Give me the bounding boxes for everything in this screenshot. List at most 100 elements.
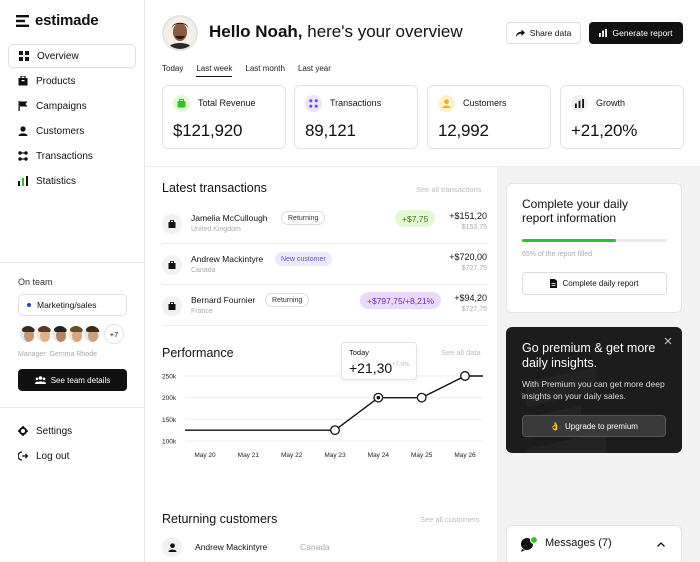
data-point[interactable]: [416, 392, 427, 403]
grid-icon: [19, 51, 29, 61]
chevron-up-icon[interactable]: [657, 542, 665, 547]
stat-card-revenue[interactable]: Total Revenue $121,920: [162, 85, 286, 149]
customer-name: Jamelia McCullough: [191, 213, 268, 223]
table-row[interactable]: Andrew Mackintyre Canada New customer +$…: [162, 247, 488, 285]
bar-chart-icon: [599, 29, 608, 37]
sidebar-item-settings[interactable]: Settings: [8, 419, 136, 443]
stat-card-transactions[interactable]: Transactions 89,121: [294, 85, 418, 149]
premium-title: Go premium & get more daily insights.: [522, 341, 656, 370]
team-label: On team: [18, 277, 53, 287]
avatar: [82, 324, 102, 344]
amount-subtotal: $153,75: [461, 224, 487, 231]
stat-label: Transactions: [330, 98, 382, 108]
stat-value: $121,920: [173, 121, 243, 140]
transactions-icon: [18, 151, 28, 161]
x-tick-label: May 21: [238, 452, 260, 459]
customer-tag: Returning: [265, 293, 310, 307]
sidebar-item-transactions[interactable]: Transactions: [8, 144, 136, 168]
data-point-highlight: [376, 395, 381, 400]
daily-report-card: Complete your daily report information 6…: [506, 183, 682, 313]
tab-last-year[interactable]: Last year: [297, 64, 331, 73]
close-icon[interactable]: [664, 337, 672, 345]
gear-icon: [18, 426, 28, 436]
amount-subtotal: $727,75: [461, 306, 487, 313]
team-avatars[interactable]: +7: [18, 324, 124, 344]
latest-transactions-title: Latest transactions: [162, 181, 267, 195]
sidebar-divider: [0, 262, 145, 263]
see-all-customers-link[interactable]: See all customers: [420, 515, 480, 524]
user-avatar[interactable]: [162, 15, 198, 51]
team-select-value: Marketing/sales: [37, 300, 97, 310]
sidebar-item-overview[interactable]: Overview: [8, 44, 136, 68]
bag-icon: [162, 296, 182, 316]
y-tick-label: 150k: [162, 417, 177, 424]
wallet-icon: [173, 95, 190, 112]
sidebar-item-label: Campaigns: [36, 100, 87, 112]
data-point[interactable]: [460, 371, 470, 381]
brand-name: estimade: [35, 12, 99, 29]
bag-icon: [162, 214, 182, 234]
series-line: [185, 375, 483, 431]
page-title: Hello Noah, here's your overview: [209, 22, 463, 42]
flag-icon: [18, 101, 28, 111]
team-select[interactable]: Marketing/sales: [18, 294, 127, 316]
sidebar-item-campaigns[interactable]: Campaigns: [8, 94, 136, 118]
cube-icon: [18, 76, 28, 86]
sidebar-item-statistics[interactable]: Statistics: [8, 169, 136, 193]
stat-value: 12,992: [438, 121, 489, 140]
sidebar: estimade Overview Products Campaigns Cus…: [0, 0, 145, 562]
amount-value: +$94,20: [454, 293, 487, 303]
sidebar-item-products[interactable]: Products: [8, 69, 136, 93]
messages-label: Messages (7): [545, 537, 612, 549]
customer-name: Andrew Mackintyre: [195, 542, 268, 552]
transactions-icon: [305, 95, 322, 112]
upgrade-to-premium-button[interactable]: 👌 Upgrade to premium: [522, 415, 666, 437]
x-tick-label: May 23: [324, 452, 346, 459]
tab-today[interactable]: Today: [162, 64, 184, 73]
table-row[interactable]: Jamelia McCullough United Kingdom Return…: [162, 206, 488, 244]
list-item[interactable]: Andrew Mackintyre Canada: [162, 535, 488, 559]
data-point[interactable]: [330, 425, 340, 436]
brand[interactable]: estimade: [16, 12, 99, 29]
x-tick-label: May 24: [368, 452, 390, 459]
table-row[interactable]: Bernard Fournier France Returning +$797,…: [162, 288, 488, 326]
report-progress-fill: [522, 239, 617, 242]
daily-report-title: Complete your daily report information: [522, 197, 629, 225]
user-portrait: [164, 17, 196, 49]
tab-last-month[interactable]: Last month: [245, 64, 285, 73]
see-team-details-button[interactable]: See team details: [18, 369, 127, 391]
complete-daily-report-label: Complete daily report: [562, 279, 639, 288]
complete-daily-report-button[interactable]: Complete daily report: [522, 272, 667, 295]
sidebar-item-label: Log out: [36, 450, 70, 462]
sidebar-item-label: Products: [36, 75, 76, 87]
customer-tag: Returning: [281, 211, 326, 225]
messages-panel[interactable]: Messages (7): [506, 525, 682, 562]
sidebar-item-customers[interactable]: Customers: [8, 119, 136, 143]
sidebar-item-label: Transactions: [36, 150, 93, 162]
see-all-data-link[interactable]: See all data: [441, 348, 481, 357]
stat-card-customers[interactable]: Customers 12,992: [427, 85, 551, 149]
x-tick-label: May 22: [281, 452, 303, 459]
report-progress-label: 65% of the report filled: [522, 251, 593, 258]
stat-value: +21,20%: [571, 121, 638, 140]
premium-description: With Premium you can get more deep insig…: [522, 379, 665, 401]
y-tick-label: 100k: [162, 439, 177, 446]
sidebar-bottom-nav: Settings Log out: [8, 419, 136, 469]
tab-last-week[interactable]: Last week: [196, 64, 233, 77]
performance-chart: 250k 200k 150k 100k May 20 May 21 May 22 May 23…: [162, 371, 483, 459]
amount-delta: +$7,75: [395, 210, 436, 227]
see-all-transactions-link[interactable]: See all transactions: [416, 185, 482, 194]
amount-delta: +$797,75/+8,21%: [360, 292, 442, 309]
stat-card-growth[interactable]: Growth +21,20%: [560, 85, 684, 149]
sidebar-nav: Overview Products Campaigns Customers Tr…: [8, 44, 136, 194]
generate-report-label: Generate report: [612, 28, 673, 38]
returning-customers-title: Returning customers: [162, 512, 278, 526]
stat-value: 89,121: [305, 121, 356, 140]
bar-chart-icon: [18, 176, 28, 186]
document-icon: [550, 279, 558, 288]
sidebar-item-logout[interactable]: Log out: [8, 444, 136, 468]
greeting-name: Hello Noah,: [209, 22, 303, 41]
logo-icon: [16, 14, 29, 27]
generate-report-button[interactable]: Generate report: [589, 22, 683, 44]
share-data-button[interactable]: Share data: [506, 22, 581, 44]
